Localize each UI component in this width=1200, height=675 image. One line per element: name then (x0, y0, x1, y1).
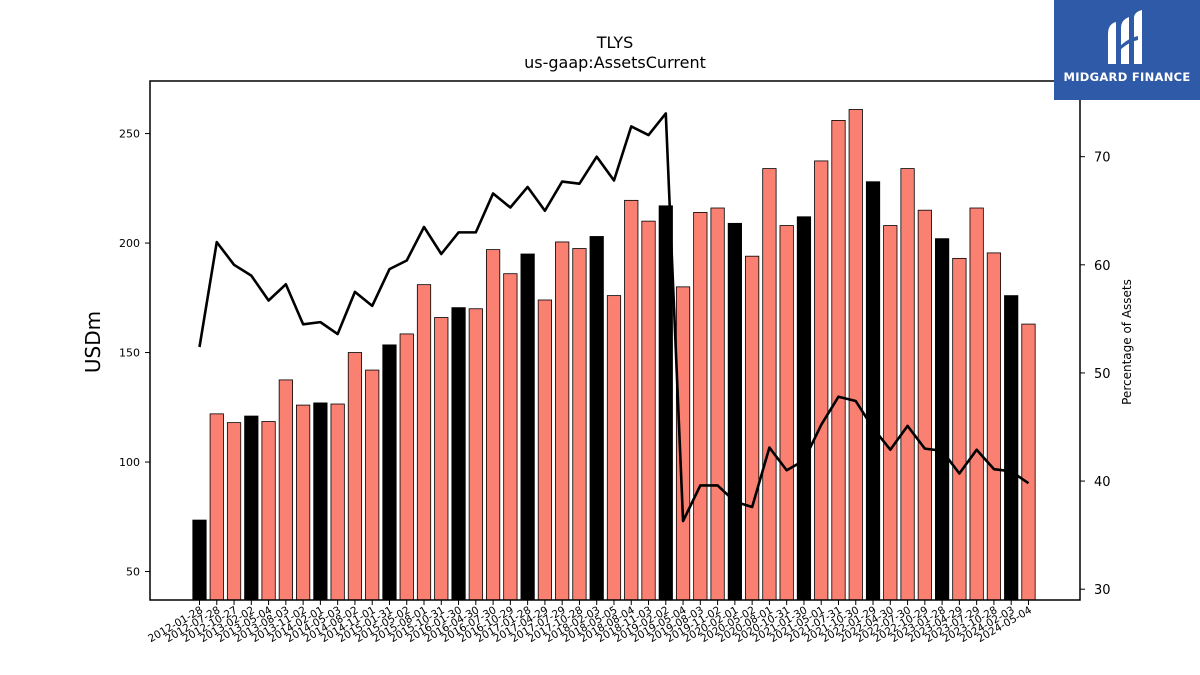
bar (641, 220, 656, 601)
bar (710, 207, 725, 601)
y2-tick-label: 60 (1094, 259, 1111, 274)
bar (900, 168, 915, 601)
bar (1004, 295, 1019, 601)
bar (745, 255, 760, 601)
bar (814, 160, 829, 601)
brand-name: MIDGARD FINANCE (1063, 70, 1191, 84)
bar (624, 199, 639, 601)
bar (606, 295, 622, 601)
bar (796, 216, 812, 601)
bar (416, 284, 432, 601)
bar (658, 205, 673, 601)
bar (762, 168, 777, 601)
bar (865, 181, 881, 601)
bar (537, 299, 553, 601)
pct-of-assets-line (198, 112, 1030, 523)
bar (347, 352, 363, 601)
y-tick-label: 150 (119, 347, 140, 360)
y2-tick-label: 40 (1094, 475, 1111, 490)
y2-axis-label: Percentage of Assets (1120, 279, 1134, 405)
bar (434, 317, 449, 601)
y2-tick-label: 50 (1094, 367, 1111, 382)
bar (848, 109, 863, 601)
y-tick-label: 250 (119, 128, 140, 141)
bar (555, 241, 570, 601)
bar (382, 344, 397, 601)
bar (209, 413, 224, 601)
bar (727, 222, 742, 601)
bar (675, 286, 691, 601)
bar (192, 519, 207, 601)
bar (226, 422, 242, 601)
bar (952, 257, 967, 601)
brand-logo: MIDGARD FINANCE (1054, 0, 1200, 100)
bar (330, 403, 345, 601)
bar (986, 252, 1002, 601)
y-tick-label: 100 (119, 456, 140, 469)
bar (1021, 323, 1036, 601)
brand-mark-icon (1108, 10, 1142, 64)
bar (883, 225, 898, 601)
bar (399, 333, 414, 601)
bar (485, 249, 501, 601)
bar (278, 379, 293, 601)
bar (468, 308, 483, 601)
bar (365, 369, 380, 601)
y-tick-label: 200 (119, 237, 140, 250)
bar (244, 415, 259, 601)
y2-tick-label: 30 (1094, 583, 1111, 598)
bar (313, 402, 328, 601)
bar (261, 421, 276, 601)
bar (969, 207, 984, 601)
bar (693, 211, 708, 601)
chart-subtitle: us-gaap:AssetsCurrent (524, 53, 706, 72)
bar (503, 273, 518, 601)
y-tick-label: 50 (126, 566, 140, 579)
y-axis-label: USDm (81, 311, 105, 373)
bar (296, 404, 311, 601)
y2-tick-label: 70 (1094, 151, 1111, 166)
bar (935, 238, 950, 601)
plot-frame (149, 80, 1081, 601)
bar (589, 236, 604, 601)
bar (917, 209, 932, 601)
bar (779, 225, 794, 601)
bar (831, 120, 846, 601)
chart-title: TLYS (596, 33, 634, 52)
bar (520, 253, 535, 601)
bar (451, 307, 466, 601)
bar (572, 248, 587, 601)
